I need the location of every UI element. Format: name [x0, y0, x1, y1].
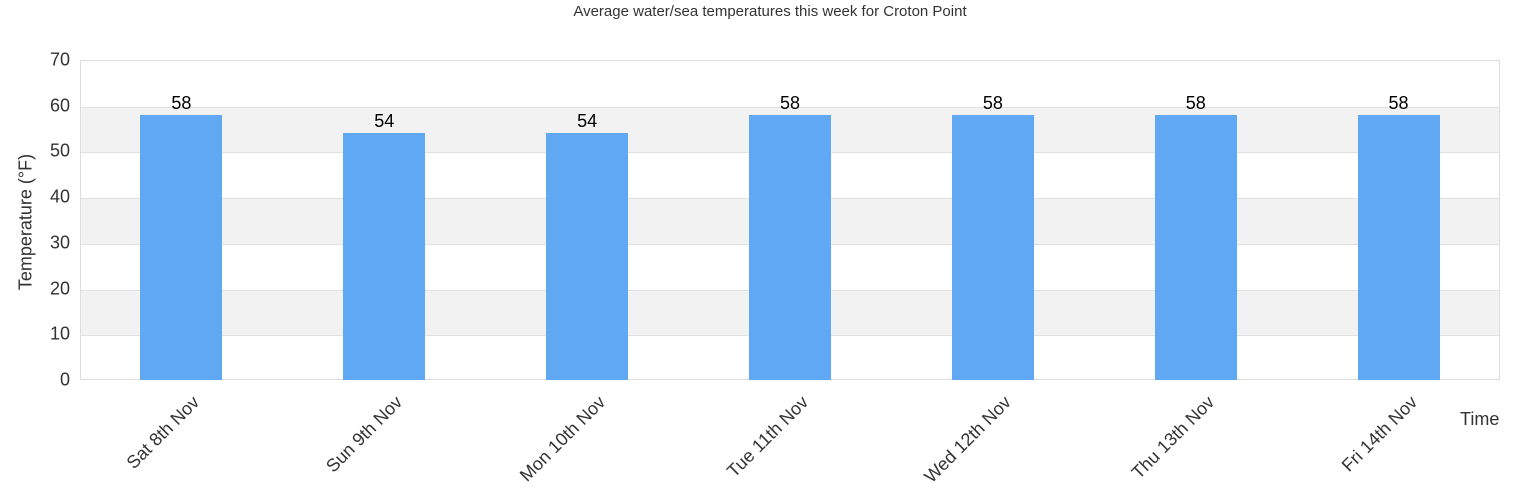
bar-value-label: 54: [577, 111, 598, 132]
x-tick-label: Fri 14th Nov: [1337, 392, 1421, 476]
bar-value-label: 58: [1185, 92, 1206, 113]
bar-value-label: 58: [779, 92, 801, 113]
bar: [140, 114, 223, 380]
x-axis-label: Time: [1460, 409, 1500, 429]
bar: [1154, 114, 1237, 380]
y-tick-label: 50: [49, 140, 70, 161]
bar: [546, 133, 629, 380]
bar: [749, 114, 831, 380]
y-tick-label: 70: [49, 49, 70, 70]
y-tick-label: 60: [49, 95, 70, 116]
bar-value-label: 58: [982, 92, 1003, 113]
x-tick-label: Sat 8th Nov: [122, 392, 204, 473]
y-tick-label: 40: [49, 186, 70, 207]
x-tick-label: Mon 10th Nov: [515, 392, 610, 486]
x-tick-label: Tue 11th Nov: [723, 392, 813, 482]
x-tick-label: Wed 12th Nov: [920, 392, 1015, 487]
y-axis-label: Temperature (°F): [15, 153, 36, 291]
bar-value-label: 54: [374, 111, 395, 132]
bar: [1357, 114, 1440, 380]
bar: [951, 114, 1034, 380]
bar: [343, 133, 426, 380]
x-tick-label: Sun 9th Nov: [322, 392, 407, 477]
bar-value-label: 58: [1388, 92, 1409, 113]
chart-title: Average water/sea temperatures this week…: [573, 3, 967, 20]
y-tick-label: 10: [49, 323, 70, 344]
bar-value-label: 58: [171, 92, 192, 113]
x-tick-label: Thu 13th Nov: [1127, 392, 1218, 483]
y-tick-label: 20: [49, 278, 70, 299]
gridline: [81, 106, 1499, 108]
y-tick-label: 30: [49, 232, 70, 253]
y-tick-label: 0: [59, 369, 70, 390]
